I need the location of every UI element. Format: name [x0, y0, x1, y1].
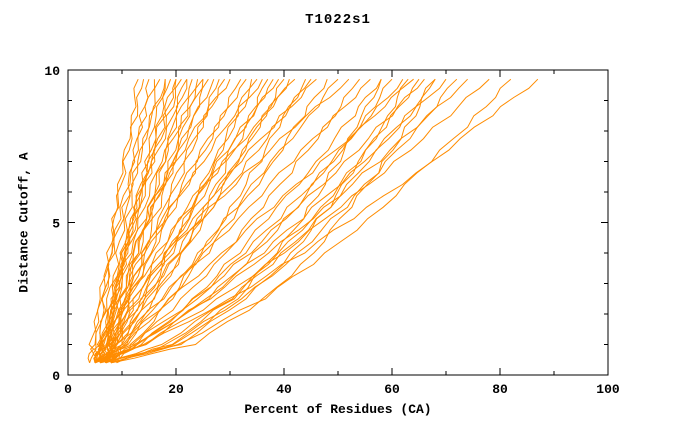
model-curve [100, 78, 409, 364]
model-curve [94, 78, 539, 364]
model-curve [110, 78, 307, 364]
model-curve [105, 79, 382, 364]
model-curve [116, 78, 420, 364]
y-tick-label: 0 [52, 369, 60, 384]
model-curve [111, 78, 458, 364]
model-curve [111, 78, 436, 364]
model-curve [93, 78, 188, 364]
x-tick-label: 60 [384, 382, 400, 397]
model-curve [105, 79, 188, 363]
model-curve [87, 79, 166, 363]
model-curve [105, 78, 360, 364]
y-tick-label: 10 [44, 64, 60, 79]
model-curve [115, 78, 209, 364]
model-curve [100, 78, 414, 364]
x-tick-label: 0 [64, 382, 72, 397]
model-curve [100, 78, 490, 364]
x-axis-label: Percent of Residues (CA) [244, 402, 432, 417]
model-curve [94, 78, 312, 364]
model-curve [104, 78, 317, 363]
y-tick-label: 5 [52, 217, 60, 232]
model-curve [94, 78, 242, 364]
model-curve [89, 78, 139, 363]
model-curve [99, 78, 296, 364]
model-curve [110, 78, 339, 364]
model-curve [105, 78, 269, 364]
model-curve [94, 78, 425, 364]
model-curve [99, 78, 371, 363]
model-curve [94, 78, 350, 363]
model-curve [97, 79, 145, 364]
x-tick-label: 100 [596, 382, 620, 397]
model-curve [94, 78, 263, 363]
model-curve [100, 79, 328, 364]
x-tick-label: 40 [276, 382, 292, 397]
model-curve [94, 78, 285, 364]
chart-title: T1022s1 [305, 12, 371, 28]
x-tick-label: 20 [168, 382, 184, 397]
model-curve [94, 78, 468, 364]
x-tick-label: 80 [492, 382, 508, 397]
model-curve [111, 78, 512, 364]
